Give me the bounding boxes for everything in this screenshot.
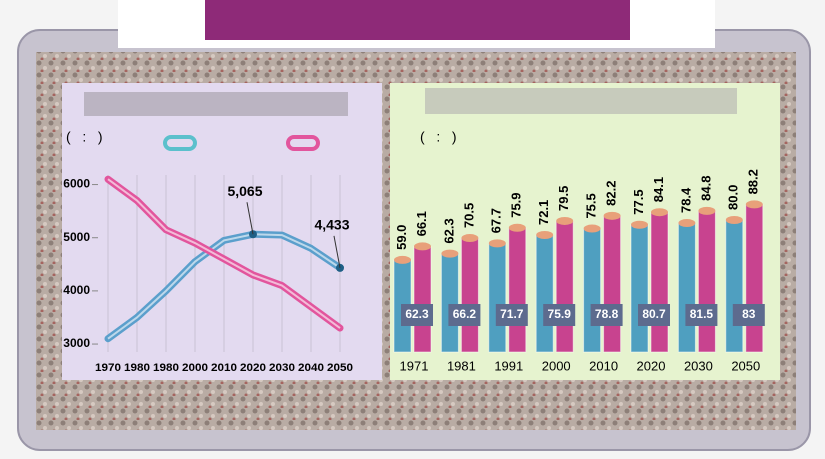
value-label: 59.0: [394, 225, 409, 250]
value-label: 80.0: [726, 185, 741, 210]
value-label: 70.5: [461, 203, 476, 228]
value-label: 62.3: [441, 218, 456, 243]
bar-cap: [509, 224, 526, 232]
value-label: 75.5: [584, 193, 599, 218]
infographic: ( : ) ( : ) 1970198019802000201020202030…: [0, 0, 825, 459]
bar: [726, 220, 743, 352]
left-heading-bar: [84, 92, 348, 116]
x-tick-label: 2010: [589, 358, 618, 373]
box-label: 81.5: [690, 307, 714, 321]
bar: [414, 246, 431, 352]
x-tick-label: 1980: [124, 362, 150, 374]
y-tick-label: 3000: [63, 336, 90, 350]
value-label: 82.2: [604, 181, 619, 206]
bar: [489, 243, 506, 352]
bar: [584, 229, 601, 352]
bar: [698, 211, 715, 352]
bar: [441, 254, 458, 352]
box-label: 71.7: [500, 307, 524, 321]
value-label: 79.5: [556, 186, 571, 211]
x-tick-label: 2020: [240, 362, 266, 374]
bar: [746, 204, 763, 352]
bar-cap: [651, 208, 668, 216]
x-tick-label: 2010: [211, 362, 237, 374]
y-tick-label: 4000: [63, 283, 90, 297]
x-tick-label: 2040: [298, 362, 324, 374]
box-label: 75.9: [548, 307, 572, 321]
x-tick-label: 1970: [95, 362, 121, 374]
value-label: 77.5: [631, 189, 646, 214]
value-label: 66.1: [414, 211, 429, 236]
bar-cap: [698, 207, 715, 215]
bar-cap: [489, 239, 506, 247]
bar-cap: [678, 219, 695, 227]
box-label: 83: [742, 307, 756, 321]
bar: [536, 235, 553, 352]
page: ( : ) ( : ) 1970198019802000201020202030…: [0, 0, 825, 459]
bar: [509, 228, 526, 352]
x-tick-label: 2030: [269, 362, 295, 374]
bar-cap: [631, 221, 648, 229]
bar: [651, 212, 668, 352]
bar-cap: [584, 225, 601, 233]
value-label: 5,065: [227, 183, 262, 199]
bar-cap: [414, 242, 431, 250]
title-banner: [205, 0, 630, 40]
bar-cap: [536, 231, 553, 239]
bar-cap: [461, 234, 478, 242]
y-tick-label: 5000: [63, 230, 90, 244]
value-label: 78.4: [678, 187, 693, 213]
bar: [604, 216, 621, 352]
value-label: 72.1: [536, 200, 551, 225]
unit-label: ( : ): [66, 129, 103, 145]
bar: [556, 221, 573, 352]
value-label: 84.1: [651, 177, 666, 202]
x-tick-label: 2050: [731, 358, 760, 373]
value-label: 67.7: [489, 208, 504, 233]
bar-cap: [556, 217, 573, 225]
y-tick-label: 6000: [63, 177, 90, 191]
box-label: 62.3: [405, 307, 429, 321]
bar-cap: [604, 212, 621, 220]
value-label: 4,433: [314, 217, 349, 233]
bar: [631, 225, 648, 352]
x-tick-label: 2020: [637, 358, 666, 373]
bar: [678, 223, 695, 352]
box-label: 66.2: [453, 307, 477, 321]
value-label: 84.8: [698, 176, 713, 201]
x-tick-label: 1991: [494, 358, 523, 373]
value-label: 75.9: [509, 192, 524, 217]
x-tick-label: 2000: [542, 358, 571, 373]
x-tick-label: 1971: [400, 358, 429, 373]
x-tick-label: 2000: [182, 362, 208, 374]
x-tick-label: 2050: [327, 362, 353, 374]
value-label: 88.2: [746, 169, 761, 194]
bar: [461, 238, 478, 352]
bar-cap: [746, 200, 763, 208]
bar-cap: [394, 256, 411, 264]
box-label: 80.7: [642, 307, 666, 321]
x-tick-label: 1980: [153, 362, 179, 374]
bar-cap: [726, 216, 743, 224]
unit-label: ( : ): [420, 129, 457, 145]
x-tick-label: 2030: [684, 358, 713, 373]
bar-cap: [441, 250, 458, 258]
x-tick-label: 1981: [447, 358, 476, 373]
box-label: 78.8: [595, 307, 619, 321]
right-heading-bar: [425, 88, 737, 114]
